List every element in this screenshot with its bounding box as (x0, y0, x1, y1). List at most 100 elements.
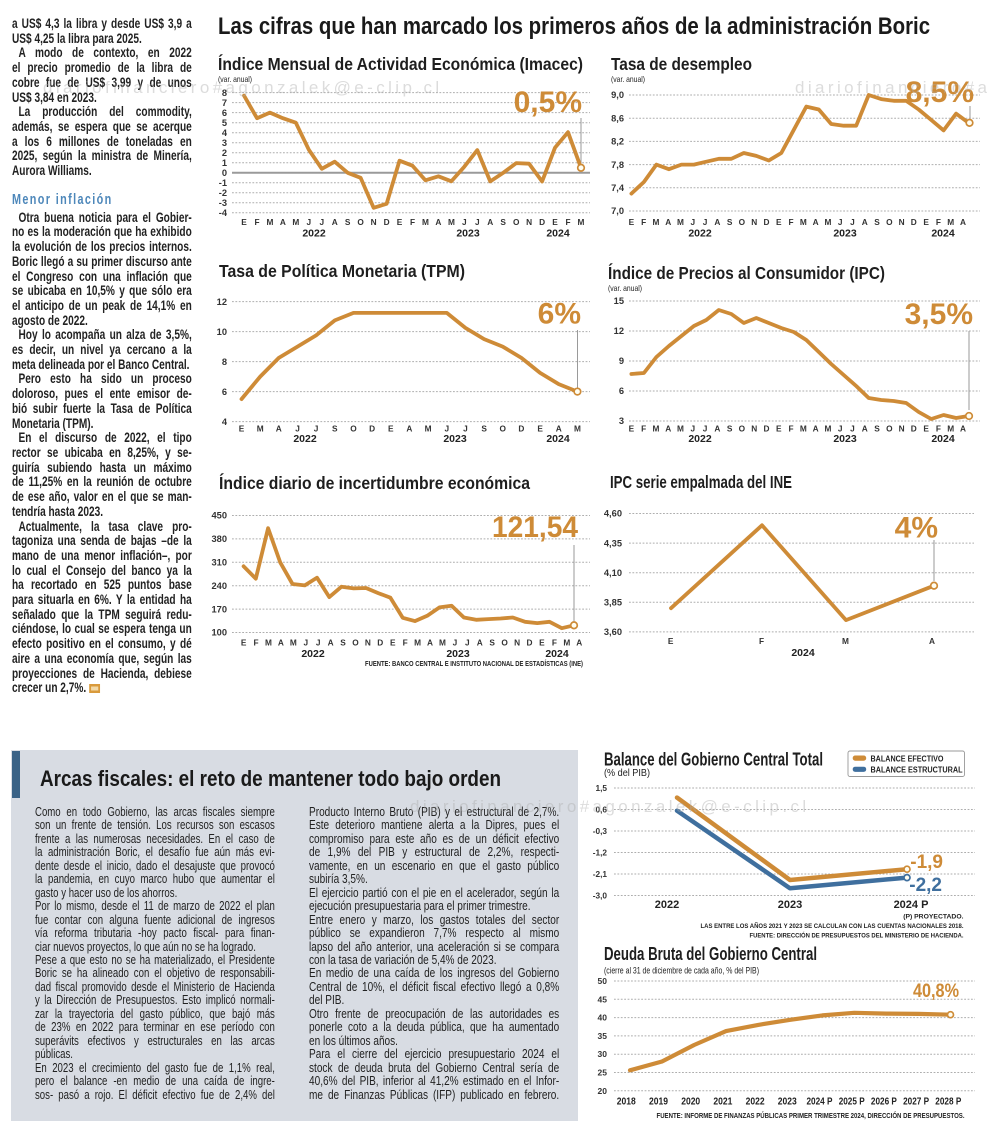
svg-text:Tasa de desempleo: Tasa de desempleo (611, 54, 752, 74)
svg-text:M: M (448, 217, 455, 227)
svg-text:FUENTE: INFORME DE FINANZAS PÚ: FUENTE: INFORME DE FINANZAS PÚBLICAS PRI… (657, 1111, 965, 1120)
svg-text:M: M (800, 217, 807, 227)
svg-text:M: M (574, 424, 581, 434)
svg-text:A: A (813, 424, 819, 434)
svg-text:2024: 2024 (546, 228, 570, 240)
svg-text:E: E (397, 217, 403, 227)
svg-text:2021: 2021 (713, 1097, 732, 1108)
svg-text:F: F (936, 217, 941, 227)
svg-text:25: 25 (598, 1068, 608, 1078)
svg-text:0: 0 (222, 168, 227, 178)
svg-text:-1,9: -1,9 (910, 852, 943, 873)
svg-text:A: A (332, 217, 338, 227)
svg-text:35: 35 (598, 1031, 608, 1041)
svg-text:2024: 2024 (931, 433, 955, 445)
svg-text:240: 240 (211, 581, 227, 591)
svg-text:3,60: 3,60 (604, 627, 622, 637)
svg-text:Índice de Precios al Consumido: Índice de Precios al Consumidor (IPC) (608, 262, 885, 283)
svg-text:A: A (280, 217, 286, 227)
svg-text:F: F (788, 424, 793, 434)
svg-text:E: E (241, 638, 247, 648)
svg-text:J: J (465, 638, 470, 648)
svg-text:F: F (254, 217, 259, 227)
svg-text:2022: 2022 (688, 433, 712, 445)
svg-text:J: J (838, 424, 843, 434)
svg-text:E: E (239, 424, 245, 434)
svg-text:E: E (390, 638, 396, 648)
svg-text:J: J (303, 638, 308, 648)
svg-text:20: 20 (598, 1086, 608, 1096)
svg-text:S: S (481, 424, 487, 434)
svg-text:A: A (435, 217, 441, 227)
svg-text:30: 30 (598, 1049, 608, 1059)
svg-text:M: M (257, 424, 264, 434)
svg-text:A: A (929, 636, 935, 646)
svg-text:O: O (501, 638, 508, 648)
svg-text:Índice Mensual de Actividad Ec: Índice Mensual de Actividad Económica (I… (218, 53, 583, 74)
svg-text:LAS ENTRE LOS AÑOS 2021 Y 2023: LAS ENTRE LOS AÑOS 2021 Y 2023 SE CALCUL… (701, 921, 964, 930)
svg-text:D: D (764, 217, 770, 227)
svg-text:(% del PIB): (% del PIB) (604, 768, 650, 779)
svg-text:N: N (371, 217, 377, 227)
svg-text:BALANCE ESTRUCTURAL: BALANCE ESTRUCTURAL (871, 766, 963, 775)
svg-text:E: E (629, 424, 635, 434)
svg-text:Deuda Bruta del Gobierno Centr: Deuda Bruta del Gobierno Central (604, 944, 817, 964)
svg-text:N: N (751, 217, 757, 227)
svg-text:F: F (759, 636, 764, 646)
svg-text:A: A (813, 217, 819, 227)
svg-text:1,5: 1,5 (595, 783, 607, 793)
svg-text:M: M (265, 638, 272, 648)
svg-text:M: M (824, 217, 831, 227)
svg-text:M: M (578, 217, 585, 227)
svg-text:A: A (487, 217, 493, 227)
svg-text:7,8: 7,8 (611, 160, 624, 170)
svg-text:J: J (314, 424, 319, 434)
svg-text:1: 1 (222, 158, 227, 168)
svg-text:N: N (899, 217, 905, 227)
svg-text:2023: 2023 (443, 433, 467, 445)
svg-text:Balance del Gobierno Central T: Balance del Gobierno Central Total (604, 750, 823, 770)
svg-text:2023: 2023 (446, 648, 470, 660)
svg-text:4,10: 4,10 (604, 568, 622, 578)
svg-text:J: J (703, 217, 708, 227)
svg-text:-4: -4 (219, 208, 228, 218)
svg-text:E: E (776, 217, 782, 227)
svg-text:-1,2: -1,2 (593, 848, 608, 858)
svg-text:F: F (565, 217, 570, 227)
svg-text:J: J (295, 424, 300, 434)
svg-text:M: M (266, 217, 273, 227)
svg-text:A: A (276, 424, 282, 434)
svg-text:M: M (677, 217, 684, 227)
svg-text:380: 380 (211, 534, 227, 544)
svg-text:A: A (328, 638, 334, 648)
svg-text:A: A (427, 638, 433, 648)
svg-text:170: 170 (211, 604, 227, 614)
svg-text:A: A (862, 217, 868, 227)
svg-text:6%: 6% (538, 298, 581, 331)
svg-text:2024: 2024 (546, 433, 570, 445)
svg-text:A: A (477, 638, 483, 648)
svg-text:A: A (406, 424, 412, 434)
svg-text:7,0: 7,0 (611, 206, 624, 216)
svg-text:A: A (960, 217, 966, 227)
svg-text:-3,0: -3,0 (593, 891, 608, 901)
svg-text:6: 6 (222, 108, 227, 118)
svg-text:J: J (306, 217, 311, 227)
svg-text:J: J (475, 217, 480, 227)
svg-text:2020: 2020 (681, 1097, 700, 1108)
svg-text:N: N (526, 217, 532, 227)
svg-text:N: N (899, 424, 905, 434)
svg-text:D: D (911, 424, 917, 434)
svg-text:0,5%: 0,5% (514, 86, 582, 119)
svg-text:2022: 2022 (746, 1097, 765, 1108)
svg-text:E: E (388, 424, 394, 434)
svg-text:F: F (552, 638, 557, 648)
svg-text:310: 310 (211, 558, 227, 568)
svg-text:S: S (727, 217, 733, 227)
svg-text:E: E (629, 217, 635, 227)
svg-text:S: S (332, 424, 338, 434)
svg-text:2026 P: 2026 P (871, 1097, 897, 1108)
svg-text:2024: 2024 (545, 648, 569, 660)
svg-text:D: D (369, 424, 375, 434)
svg-text:121,54: 121,54 (492, 511, 578, 544)
